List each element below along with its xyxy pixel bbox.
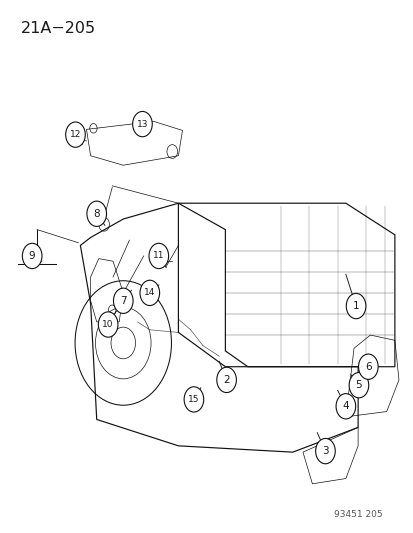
Circle shape [22,243,42,269]
Circle shape [335,393,355,419]
Circle shape [348,373,368,398]
Circle shape [140,280,159,305]
Text: 9: 9 [29,251,36,261]
Text: 4: 4 [342,401,348,411]
Circle shape [216,367,236,393]
Circle shape [98,312,118,337]
Text: 6: 6 [364,362,371,372]
Text: 3: 3 [321,446,328,456]
Text: 21A−205: 21A−205 [21,21,96,36]
Text: 1: 1 [352,301,358,311]
Circle shape [132,111,152,137]
Circle shape [358,354,377,379]
Text: 2: 2 [223,375,229,385]
Circle shape [87,201,106,227]
Circle shape [184,387,203,412]
Text: 7: 7 [120,296,126,306]
Text: 15: 15 [188,395,199,404]
Circle shape [113,288,133,313]
Circle shape [149,243,168,269]
Text: 13: 13 [136,119,148,128]
Text: 11: 11 [153,252,164,261]
Text: 5: 5 [355,380,361,390]
Circle shape [66,122,85,147]
Text: 8: 8 [93,209,100,219]
Text: 93451 205: 93451 205 [333,510,382,519]
Text: 12: 12 [70,130,81,139]
Text: 14: 14 [144,288,155,297]
Text: 10: 10 [102,320,114,329]
Circle shape [345,293,365,319]
Circle shape [315,439,335,464]
